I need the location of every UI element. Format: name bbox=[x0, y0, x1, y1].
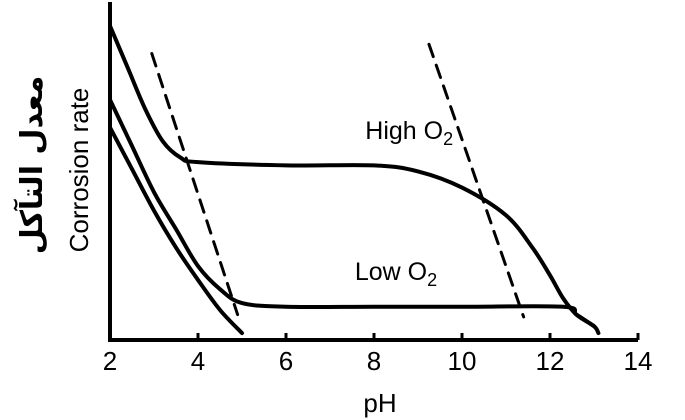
curve-label: High O2 bbox=[365, 117, 453, 149]
x-tick-label: 4 bbox=[191, 346, 205, 376]
series-line-2 bbox=[108, 125, 244, 336]
series-line-high-o2 bbox=[108, 23, 601, 336]
x-tick-label: 6 bbox=[279, 346, 293, 376]
dashed-boundary-line-4 bbox=[427, 42, 526, 319]
series-line-low-o2 bbox=[108, 97, 596, 329]
x-tick-label: 10 bbox=[448, 346, 477, 376]
x-tick-label: 8 bbox=[367, 346, 381, 376]
x-tick-label: 12 bbox=[536, 346, 565, 376]
series-group bbox=[108, 23, 601, 336]
y-axis-title-arabic: معدل التآكل bbox=[13, 76, 50, 255]
x-ticks: 2 4 6 8 10 12 14 bbox=[103, 333, 653, 376]
curve-label: Low O2 bbox=[355, 258, 437, 290]
annotations: High O2 Low O2 bbox=[355, 117, 453, 290]
y-axis-title: Corrosion rate bbox=[64, 88, 94, 253]
x-tick-label: 2 bbox=[103, 346, 117, 376]
x-axis-title: pH bbox=[363, 388, 396, 418]
dashed-boundary-line-3 bbox=[150, 52, 240, 317]
x-tick-label: 14 bbox=[624, 346, 653, 376]
